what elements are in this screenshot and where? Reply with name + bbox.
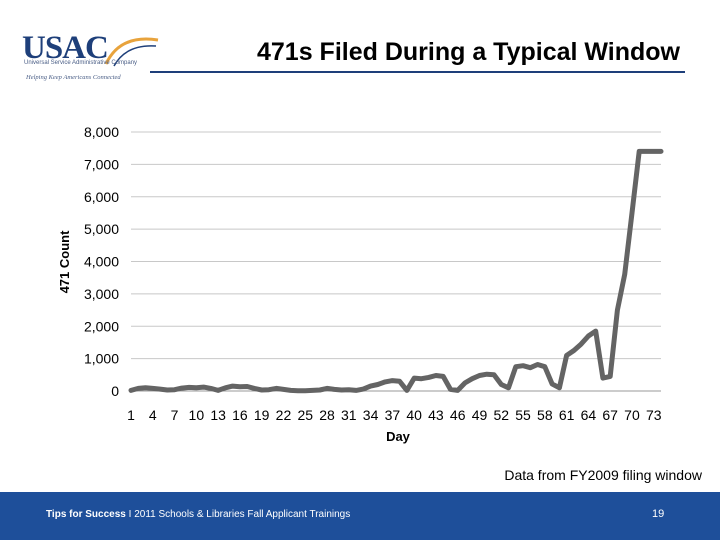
- footer-label: 2011 Schools & Libraries Fall Applicant …: [134, 509, 351, 520]
- x-tick-label: 55: [515, 407, 531, 423]
- x-tick-label: 13: [210, 407, 226, 423]
- chart-title: 471s Filed During a Typical Window: [257, 38, 680, 66]
- x-tick-label: 37: [385, 407, 401, 423]
- x-tick-label: 73: [646, 407, 662, 423]
- y-tick-label: 7,000: [84, 156, 119, 172]
- y-tick-label: 1,000: [84, 351, 119, 367]
- footer-bar: Tips for Success I 2011 Schools & Librar…: [0, 492, 720, 540]
- x-tick-label: 46: [450, 407, 466, 423]
- x-tick-label: 70: [624, 407, 640, 423]
- data-source-note: Data from FY2009 filing window: [504, 467, 702, 483]
- x-tick-label: 43: [428, 407, 444, 423]
- x-tick-label: 16: [232, 407, 248, 423]
- logo-subtitle: Universal Service Administrative Company: [24, 60, 138, 66]
- footer-bold: Tips for Success: [46, 509, 126, 520]
- x-tick-label: 52: [493, 407, 509, 423]
- y-tick-label: 3,000: [84, 286, 119, 302]
- x-tick-label: 25: [297, 407, 313, 423]
- x-tick-label: 1: [127, 407, 135, 423]
- logo-arc-icon: [104, 37, 159, 67]
- x-axis-label: Day: [386, 429, 411, 444]
- footer-text: Tips for Success I 2011 Schools & Librar…: [46, 509, 350, 520]
- y-tick-label: 8,000: [84, 124, 119, 140]
- x-tick-label: 4: [149, 407, 157, 423]
- logo-wordmark: USAC: [22, 30, 109, 66]
- x-tick-label: 10: [189, 407, 205, 423]
- series-line: [128, 148, 664, 394]
- x-tick-label: 28: [319, 407, 335, 423]
- usac-logo: USAC Universal Service Administrative Co…: [22, 30, 162, 86]
- y-tick-label: 6,000: [84, 189, 119, 205]
- x-tick-label: 61: [559, 407, 575, 423]
- x-tick-label: 19: [254, 407, 270, 423]
- y-axis-ticks: 0 1,000 2,000 3,000 4,000 5,000 6,000 7,000 8,00…: [84, 124, 119, 399]
- title-underline: [150, 71, 685, 73]
- line-chart: 0 1,000 2,000 3,000 4,000 5,000 6,000 7,000 8,00…: [57, 124, 664, 444]
- y-tick-label: 0: [111, 383, 119, 399]
- y-tick-label: 4,000: [84, 254, 119, 270]
- x-tick-label: 34: [363, 407, 379, 423]
- footer-separator: I: [125, 509, 135, 520]
- x-tick-label: 64: [581, 407, 597, 423]
- x-axis-ticks: 1 4 7 10 13 16 19 22 25 28 31 34 37 40 43 46 49 52 55 58 61 6…: [127, 407, 662, 423]
- y-tick-label: 2,000: [84, 318, 119, 334]
- x-tick-label: 7: [171, 407, 179, 423]
- x-tick-label: 31: [341, 407, 357, 423]
- grid-lines: [131, 131, 661, 392]
- x-tick-label: 49: [472, 407, 488, 423]
- y-tick-label: 5,000: [84, 221, 119, 237]
- x-tick-label: 40: [406, 407, 422, 423]
- page-number: 19: [652, 508, 665, 520]
- x-tick-label: 58: [537, 407, 553, 423]
- x-tick-label: 67: [602, 407, 618, 423]
- x-tick-label: 22: [276, 407, 292, 423]
- logo-tagline: Helping Keep Americans Connected: [26, 74, 121, 81]
- y-axis-label: 471 Count: [57, 230, 72, 294]
